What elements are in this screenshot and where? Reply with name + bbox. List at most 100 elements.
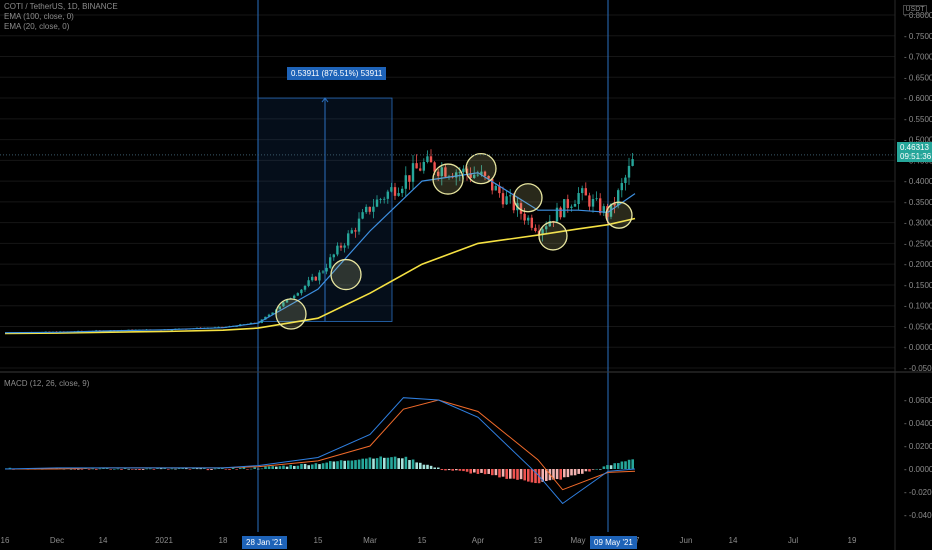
currency-badge: USDT (903, 5, 927, 15)
time-marker-left: 28 Jan '21 (242, 536, 287, 549)
candle-body (336, 245, 339, 255)
histogram-bar (339, 460, 343, 469)
candle-body (419, 168, 422, 171)
candle-body (606, 206, 609, 217)
histogram-bar (260, 468, 264, 470)
candle-body (512, 195, 515, 211)
histogram-bar (347, 460, 350, 469)
time-tick-label: Apr (472, 536, 485, 545)
candle-body (429, 156, 433, 163)
histogram-bar (170, 468, 174, 470)
candle-body (361, 212, 364, 219)
histogram-bar (192, 468, 195, 469)
time-tick-label: Jul (788, 536, 798, 545)
candle-body (332, 254, 335, 258)
candle-body (285, 299, 289, 303)
histogram-bar (167, 469, 170, 470)
candle-body (620, 183, 623, 191)
candle-body (599, 198, 602, 214)
histogram-bar (275, 466, 278, 469)
histogram-bar (91, 468, 94, 470)
time-tick-label: 19 (848, 536, 857, 545)
histogram-bar (383, 457, 386, 469)
histogram-bar (444, 469, 447, 471)
histogram-bar (631, 459, 634, 469)
candle-body (433, 162, 436, 172)
highlight-circle (432, 163, 464, 195)
candle-body (379, 199, 382, 200)
candle-body (595, 198, 598, 200)
symbol-title: COTI / TetherUS, 1D, BINANCE (4, 2, 118, 11)
candle-body (566, 199, 569, 208)
candle-body (570, 206, 573, 208)
histogram-bar (505, 469, 508, 479)
candle-body (440, 167, 443, 177)
price-range-measure-lines (321, 97, 329, 322)
histogram-bar (429, 465, 433, 469)
histogram-bar (199, 468, 202, 470)
time-tick-label: Mar (363, 536, 377, 545)
candle-body (563, 199, 566, 218)
price-tick-label: - 0.40000 (904, 177, 932, 186)
ema100-line (4, 217, 636, 335)
macd-tick-label: - 0.04000 (904, 419, 932, 428)
candle-body (401, 188, 404, 194)
histogram-bar (350, 460, 354, 469)
histogram-bar (73, 469, 76, 470)
price-tick-label: - 0.65000 (904, 73, 932, 82)
highlight-circle (605, 201, 633, 229)
histogram-bar (455, 469, 458, 471)
candle-body (314, 276, 317, 281)
candle-body (487, 175, 490, 179)
candle-body (555, 207, 559, 222)
candle-body (505, 196, 508, 205)
histogram-bar (476, 469, 480, 474)
histogram-bar (271, 466, 274, 469)
histogram-bar (329, 461, 332, 469)
candle-body (365, 206, 368, 213)
time-tick-label: 15 (314, 536, 323, 545)
histogram-bar (534, 469, 537, 484)
candle-body (368, 206, 371, 212)
candle-body (584, 188, 587, 196)
histogram-bar (555, 469, 559, 480)
histogram-bar (336, 461, 339, 469)
histogram-bar (314, 463, 318, 469)
histogram-bar (278, 466, 282, 469)
histogram-bar (213, 468, 217, 470)
time-tick-label: May (570, 536, 585, 545)
price-tick-label: - 0.75000 (904, 32, 932, 41)
candle-body (307, 280, 310, 286)
price-tick-label: - -0.05000 (904, 364, 932, 373)
candle-body (530, 217, 533, 228)
histogram-bar (541, 469, 544, 482)
candle-body (480, 171, 483, 175)
candle-body (527, 217, 530, 221)
histogram-bar (620, 461, 624, 469)
histogram-bar (595, 468, 598, 470)
candle-body (613, 203, 616, 206)
histogram-bar (393, 456, 397, 469)
candle-body (455, 172, 458, 178)
candle-body (462, 168, 465, 173)
candle-body (437, 171, 440, 177)
highlight-circles (275, 153, 633, 330)
candle-body (282, 302, 285, 307)
histogram-bar (577, 469, 580, 474)
histogram-bar (606, 465, 609, 469)
histogram-bar (203, 467, 206, 469)
histogram-bar (494, 469, 498, 476)
histogram-bar (559, 469, 562, 480)
candle-body (577, 193, 580, 205)
histogram-bar (221, 467, 224, 469)
macd-tick-label: - -0.04000 (904, 511, 932, 520)
histogram-bar (617, 463, 620, 469)
histogram-bar (131, 469, 134, 470)
histogram-bar (570, 469, 573, 476)
histogram-bar (372, 458, 375, 469)
histogram-bar (390, 457, 393, 469)
histogram-bar (404, 456, 408, 469)
candle-body (415, 163, 418, 169)
histogram-bar (527, 469, 530, 482)
